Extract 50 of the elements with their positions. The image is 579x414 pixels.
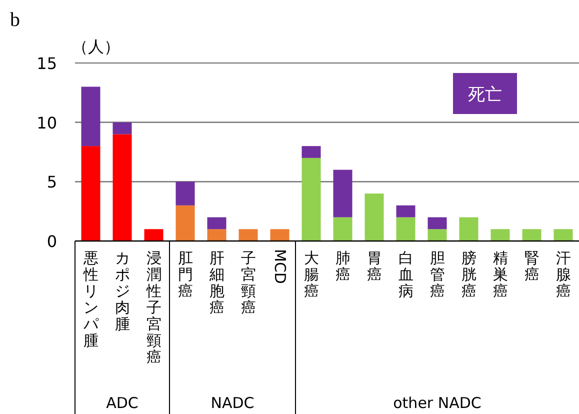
x-tick-label: 白血病: [398, 249, 414, 300]
text: ADC: [106, 394, 138, 412]
legend: 死亡: [453, 73, 517, 114]
bar: [112, 134, 132, 241]
x-tick-label: 汗腺癌: [556, 249, 571, 300]
bar: [396, 205, 416, 218]
bar: [302, 158, 321, 241]
bar: [270, 229, 290, 241]
x-tick-label: 胆管癌: [430, 249, 445, 300]
bar: [428, 229, 447, 241]
x-tick-label: 肺癌: [335, 249, 350, 284]
x-tick-label: 胃癌: [366, 249, 382, 284]
x-tick-label: 子宮頸癌: [240, 249, 256, 316]
x-tick-label: 膀胱癌: [461, 249, 476, 300]
x-tick-label: 肝細胞癌: [208, 249, 224, 316]
bar: [396, 217, 416, 241]
bar: [176, 182, 195, 206]
bar: [81, 146, 100, 241]
x-tick-label: 腎癌: [524, 249, 540, 284]
bar: [459, 217, 478, 241]
bar: [490, 229, 510, 241]
bar: [207, 229, 226, 241]
text: other NADC: [393, 394, 482, 412]
bar: [176, 205, 195, 241]
y-tick-label: 15: [36, 54, 57, 73]
bar: [364, 194, 384, 241]
x-tick-label: MCD: [270, 249, 289, 284]
y-tick-label: 10: [36, 113, 57, 132]
y-tick-label: 0: [46, 232, 57, 251]
x-tick-label: 大腸癌: [304, 249, 319, 300]
x-tick-label: 肛門癌: [178, 249, 193, 300]
bar: [144, 229, 164, 241]
bar: [554, 229, 573, 241]
y-tick-label: 5: [46, 172, 57, 192]
bar: [81, 86, 100, 146]
bar: [428, 217, 447, 230]
text: b: [10, 9, 20, 31]
bar: [522, 229, 542, 241]
bar: [333, 170, 352, 218]
x-tick-label: カポジ肉腫: [114, 249, 130, 333]
text: NADC: [210, 394, 254, 412]
x-tick-label: 精巣癌: [492, 249, 508, 300]
y-axis-title: （人）: [72, 37, 120, 56]
x-tick-label: 悪性リンパ腫: [82, 249, 100, 350]
bar: [302, 146, 321, 158]
bar: [207, 217, 226, 230]
bar: [333, 217, 352, 241]
bar: [238, 229, 258, 241]
x-tick-label: 浸潤性子宮頸癌: [145, 249, 162, 366]
bar: [112, 122, 132, 134]
